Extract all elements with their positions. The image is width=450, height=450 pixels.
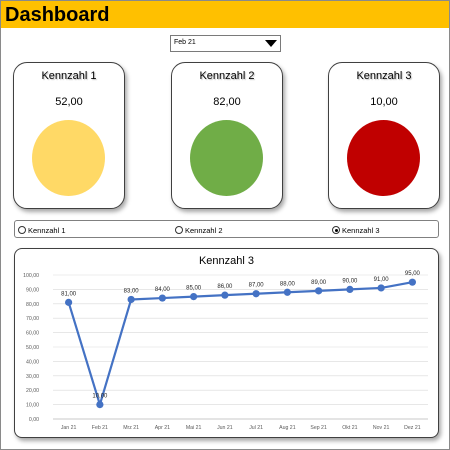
- radio-button[interactable]: [175, 226, 183, 234]
- y-tick-label: 80,00: [26, 302, 39, 308]
- month-dropdown-value: Feb 21: [174, 39, 196, 46]
- radio-label: Kennzahl 1: [28, 225, 66, 235]
- kpi-card-1: Kennzahl 1 52,00: [13, 62, 125, 209]
- data-point: [96, 401, 104, 409]
- radio-label: Kennzahl 2: [185, 225, 223, 235]
- y-tick-label: 50,00: [26, 345, 39, 351]
- radio-button[interactable]: [332, 226, 340, 234]
- data-point: [190, 293, 198, 301]
- y-tick-label: 10,00: [26, 403, 39, 409]
- kpi-title: Kennzahl 3: [356, 70, 412, 82]
- kpi-status-indicator: [190, 120, 263, 196]
- data-label: 85,00: [186, 286, 202, 292]
- kpi-value: 52,00: [55, 96, 83, 108]
- data-point: [65, 298, 73, 306]
- kpi-card-3: Kennzahl 3 10,00: [328, 62, 440, 209]
- data-point: [346, 285, 354, 293]
- radio-label: Kennzahl 3: [342, 225, 380, 235]
- x-tick-label: Nov 21: [373, 425, 390, 431]
- y-tick-label: 30,00: [26, 374, 39, 380]
- kpi-value: 10,00: [370, 96, 398, 108]
- data-point: [127, 295, 135, 304]
- data-label: 89,00: [311, 280, 327, 286]
- x-tick-label: Apr 21: [155, 425, 170, 431]
- data-point: [252, 290, 260, 298]
- data-label: 81,00: [61, 291, 77, 297]
- y-tick-label: 40,00: [26, 359, 39, 365]
- x-tick-label: Jun 21: [217, 425, 233, 431]
- y-tick-label: 90,00: [26, 287, 39, 293]
- data-label: 88,00: [280, 281, 296, 287]
- line-chart-card: Kennzahl 3 0,00 10,00 20,00 30,00 40,00 50,00…: [14, 248, 439, 438]
- data-label: 83,00: [124, 288, 140, 294]
- data-point: [158, 294, 166, 302]
- y-tick-label: 70,00: [26, 316, 39, 322]
- data-label: 91,00: [374, 277, 390, 283]
- kpi-status-indicator: [347, 120, 420, 196]
- line-chart: 0,00 10,00 20,00 30,00 40,00 50,00 60,00 70,00 8…: [23, 271, 428, 431]
- title-bar: Dashboard: [1, 1, 449, 28]
- kpi-status-indicator: [32, 120, 105, 196]
- y-tick-label: 20,00: [26, 388, 39, 394]
- kpi-value: 82,00: [213, 96, 241, 108]
- y-tick-label: 100,00: [23, 273, 39, 279]
- radio-option-kennzahl-1[interactable]: Kennzahl 1: [18, 224, 66, 236]
- kpi-title: Kennzahl 2: [199, 70, 255, 82]
- x-tick-label: Aug 21: [279, 425, 296, 431]
- data-point: [315, 287, 323, 295]
- data-label: 87,00: [249, 283, 265, 289]
- x-tick-label: Mrz 21: [123, 425, 139, 431]
- radio-button[interactable]: [18, 226, 26, 234]
- month-dropdown[interactable]: Feb 21: [170, 35, 281, 52]
- data-point: [221, 291, 229, 299]
- x-tick-label: Jul 21: [249, 425, 263, 431]
- x-tick-label: Feb 21: [92, 425, 108, 431]
- data-label: 90,00: [342, 278, 358, 284]
- y-tick-label: 0,00: [29, 417, 39, 423]
- page-title: Dashboard: [5, 4, 110, 26]
- chevron-down-icon: [265, 40, 277, 47]
- data-label: 95,00: [405, 271, 421, 277]
- radio-option-kennzahl-3[interactable]: Kennzahl 3: [332, 224, 380, 236]
- data-point: [408, 278, 416, 286]
- x-tick-label: Dez 21: [404, 425, 421, 431]
- chart-title: Kennzahl 3: [198, 255, 255, 267]
- data-point: [283, 288, 291, 296]
- data-point: [377, 284, 385, 292]
- data-label: 86,00: [217, 284, 233, 290]
- x-tick-label: Jan 21: [61, 425, 77, 431]
- x-tick-label: Mai 21: [186, 425, 202, 431]
- kpi-radio-group: Kennzahl 1 Kennzahl 2 Kennzahl 3: [14, 220, 439, 238]
- x-tick-label: Sep 21: [310, 425, 327, 431]
- radio-option-kennzahl-2[interactable]: Kennzahl 2: [175, 224, 223, 236]
- data-label: 10,00: [92, 394, 108, 400]
- series-line: [67, 281, 413, 406]
- dropdown-button[interactable]: [261, 36, 280, 51]
- kpi-title: Kennzahl 1: [41, 70, 97, 82]
- data-label: 84,00: [155, 287, 171, 293]
- y-tick-label: 60,00: [26, 331, 39, 337]
- x-tick-label: Okt 21: [342, 425, 357, 431]
- kpi-card-2: Kennzahl 2 82,00: [171, 62, 283, 209]
